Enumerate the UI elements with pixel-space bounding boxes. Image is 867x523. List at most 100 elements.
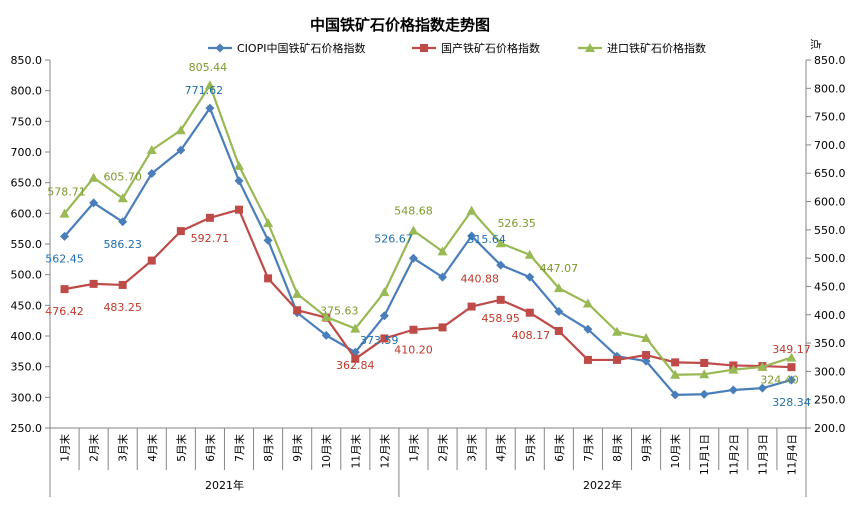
data-label: 586.23 <box>103 238 142 251</box>
data-point <box>89 279 98 288</box>
x-tick-label: 5月末 <box>524 434 537 462</box>
data-point <box>60 285 69 294</box>
x-tick-label: 10月末 <box>320 434 333 469</box>
y-tick-label: 250.0 <box>11 422 43 435</box>
data-label: 592.71 <box>191 232 230 245</box>
data-point <box>466 205 477 215</box>
x-tick-label: 1月末 <box>59 434 72 462</box>
x-tick-label: 12月末 <box>378 434 391 469</box>
y-tick-label: 550.0 <box>11 238 43 251</box>
data-point <box>612 326 622 336</box>
data-label: 483.25 <box>103 301 142 314</box>
right-axis-label: 点 <box>809 39 822 50</box>
data-point <box>117 193 128 203</box>
data-point <box>671 358 680 367</box>
data-point <box>582 298 593 308</box>
data-point <box>350 323 361 333</box>
data-point <box>524 249 535 259</box>
x-tick-label: 11月4日 <box>786 434 798 475</box>
legend-entry: CIOPI中国铁矿石价格指数 <box>237 41 365 55</box>
data-point <box>89 198 99 208</box>
x-group-label: 2021年 <box>205 478 244 492</box>
y-tick-label: 350.0 <box>11 361 43 374</box>
data-point <box>757 361 768 371</box>
data-point <box>321 312 332 322</box>
data-point <box>264 274 273 283</box>
data-point <box>467 231 477 241</box>
y-tick-label: 750.0 <box>11 115 43 128</box>
data-point <box>700 358 709 367</box>
data-point <box>583 355 592 364</box>
y2-tick-label: 250.0 <box>814 394 846 407</box>
x-tick-label: 4月末 <box>146 434 159 462</box>
x-tick-label: 3月末 <box>466 434 479 462</box>
data-label: 526.67 <box>374 232 413 245</box>
data-point <box>786 352 797 362</box>
data-point <box>118 280 127 289</box>
x-tick-label: 1月末 <box>407 434 420 462</box>
data-point <box>147 256 156 265</box>
data-point <box>205 103 215 113</box>
data-point <box>438 272 448 282</box>
data-label: 526.35 <box>497 217 536 230</box>
y-tick-label: 850.0 <box>11 54 43 67</box>
data-label: 447.07 <box>540 262 579 275</box>
x-group-label: 2022年 <box>583 478 622 492</box>
y2-tick-label: 650.0 <box>814 167 846 180</box>
y2-tick-label: 200.0 <box>814 422 846 435</box>
y-tick-label: 300.0 <box>11 391 43 404</box>
data-label: 562.45 <box>45 252 84 265</box>
y2-tick-label: 850.0 <box>814 54 846 67</box>
data-point <box>554 326 563 335</box>
data-label: 458.95 <box>481 312 520 325</box>
data-point <box>699 369 710 379</box>
data-point <box>728 364 739 374</box>
data-point <box>554 306 564 316</box>
data-label: 375.63 <box>320 305 359 318</box>
data-point <box>379 287 390 297</box>
data-point <box>292 288 303 298</box>
x-tick-label: 8月末 <box>611 434 624 462</box>
data-point <box>641 332 652 342</box>
data-label: 548.68 <box>394 205 433 218</box>
data-point <box>408 225 419 235</box>
data-point <box>495 238 506 248</box>
data-point <box>585 43 595 52</box>
data-point <box>670 390 680 400</box>
y2-tick-label: 800.0 <box>814 82 846 95</box>
data-point <box>496 260 506 270</box>
data-point <box>146 145 157 155</box>
data-label: 362.84 <box>336 359 375 372</box>
x-tick-label: 8月末 <box>262 434 275 462</box>
data-point <box>215 43 225 53</box>
data-point <box>757 383 767 393</box>
y-tick-label: 450.0 <box>11 299 43 312</box>
data-label: 410.20 <box>394 344 433 357</box>
data-label: 805.44 <box>189 61 228 74</box>
y2-tick-label: 300.0 <box>814 365 846 378</box>
x-tick-label: 6月末 <box>553 434 566 462</box>
y-tick-label: 800.0 <box>11 85 43 98</box>
data-point <box>583 324 593 334</box>
data-point <box>728 385 738 395</box>
data-point <box>118 217 128 227</box>
data-point <box>351 354 360 363</box>
data-label: 349.17 <box>772 343 811 356</box>
data-point <box>234 176 244 186</box>
x-tick-label: 10月末 <box>669 434 682 469</box>
data-point <box>408 253 418 263</box>
data-label: 324.40 <box>760 374 799 387</box>
data-point <box>420 44 428 52</box>
y-tick-label: 650.0 <box>11 177 43 190</box>
legend: CIOPI中国铁矿石价格指数 国产铁矿石价格指数 进口铁矿石价格指数 <box>208 41 706 55</box>
axes: 250.0 300.0 350.0 400.0 450.0 500.0 550.0 600.0… <box>11 54 846 497</box>
x-tick-label: 7月末 <box>233 434 246 462</box>
data-label: 408.17 <box>512 329 551 342</box>
y-tick-label: 700.0 <box>11 146 43 159</box>
data-label: 605.70 <box>103 170 142 183</box>
data-point <box>235 205 243 214</box>
y2-tick-label: 500.0 <box>814 252 846 265</box>
data-point <box>496 295 505 304</box>
x-tick-label: 2月末 <box>88 434 101 462</box>
